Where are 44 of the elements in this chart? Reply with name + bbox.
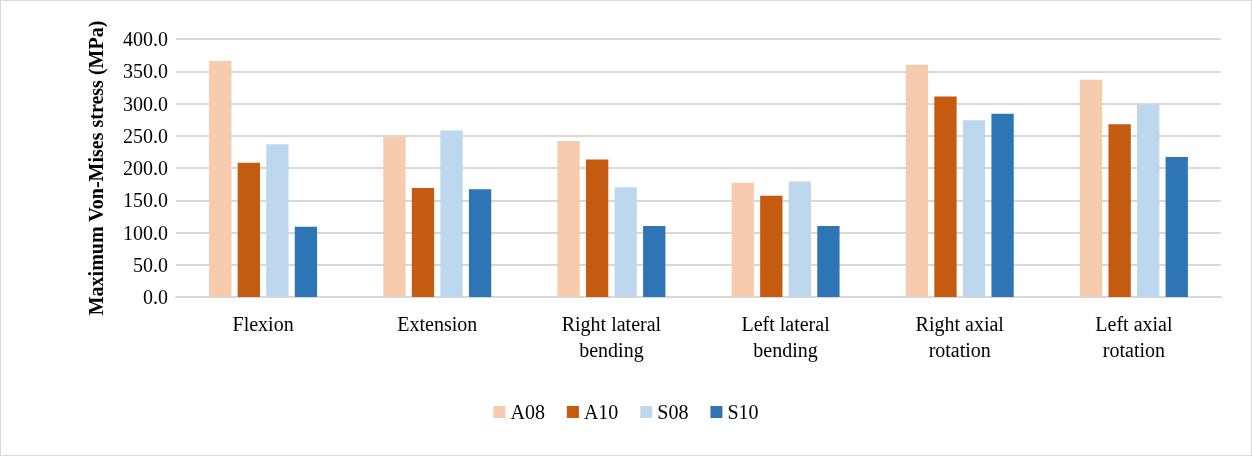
bar [643, 226, 666, 297]
bar [557, 140, 580, 297]
y-tick-label: 350.0 [123, 60, 168, 83]
bar [209, 60, 232, 297]
y-tick-label: 50.0 [133, 253, 168, 276]
x-tick-label: Left lateral bending [741, 313, 831, 362]
x-tick-label: Extension [397, 313, 478, 335]
legend-label: S10 [727, 401, 759, 423]
bar [411, 188, 435, 297]
x-tick-label: Right lateral bending [561, 313, 662, 362]
x-tick-label: Flexion [232, 313, 294, 335]
bar [962, 120, 986, 297]
y-tick-label: 150.0 [123, 189, 168, 212]
bar [468, 189, 492, 297]
y-tick-label: 0.0 [143, 286, 168, 308]
y-tick-label: 250.0 [123, 124, 168, 147]
y-tick-label: 300.0 [123, 92, 168, 115]
y-tick-label: 100.0 [123, 221, 168, 244]
bar [788, 181, 812, 297]
bar [266, 144, 289, 297]
y-tick-label: 400.0 [123, 28, 168, 50]
bar [1108, 124, 1131, 297]
legend-label: A10 [583, 401, 619, 423]
bar [440, 130, 463, 297]
bar [934, 96, 957, 297]
bar [905, 64, 929, 297]
bar [237, 162, 260, 297]
bar [383, 137, 406, 297]
bar [760, 195, 783, 297]
y-axis-title: Maximum Von-Mises stress (MPa) [85, 20, 108, 316]
bar [1079, 79, 1103, 297]
bar [991, 113, 1014, 297]
bar [817, 226, 840, 297]
bar [585, 159, 609, 297]
legend-label: A08 [510, 401, 545, 423]
bar [614, 187, 637, 297]
bar [1137, 104, 1160, 297]
x-tick-label: Right axial rotation [915, 313, 1005, 361]
legend-label: S08 [657, 401, 689, 423]
y-tick-label: 200.0 [123, 157, 168, 179]
bar [731, 182, 754, 297]
bar [294, 226, 318, 297]
bar [1165, 157, 1188, 297]
x-tick-label: Left axial rotation [1095, 313, 1173, 361]
